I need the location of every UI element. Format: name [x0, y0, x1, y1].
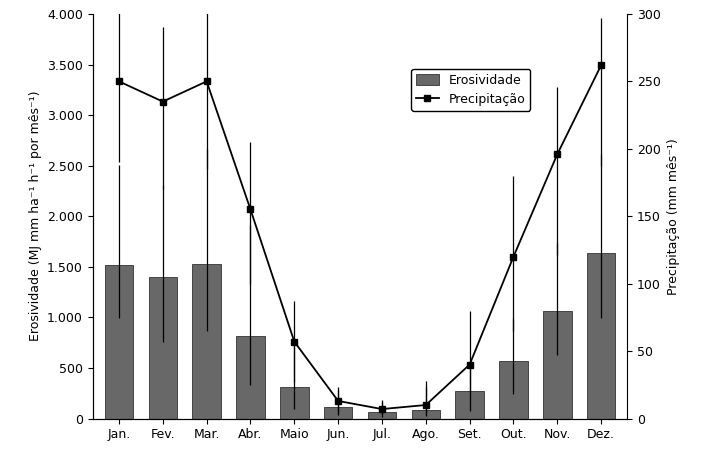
- Precipitação: [202, 79, 211, 84]
- Precipitação: [290, 339, 299, 345]
- Bar: [236, 336, 265, 418]
- Precipitação: [115, 79, 123, 84]
- Bar: [543, 311, 572, 418]
- Precipitação: [246, 206, 255, 212]
- Precipitação: [553, 152, 562, 157]
- Bar: [368, 412, 396, 418]
- Precipitação: [509, 254, 518, 259]
- Precipitação: [421, 402, 430, 408]
- Bar: [411, 411, 440, 419]
- Bar: [587, 252, 615, 418]
- Precipitação: [466, 362, 474, 367]
- Precipitação: [378, 406, 386, 412]
- Precipitação: [334, 398, 342, 404]
- Bar: [280, 387, 309, 418]
- Legend: Erosividade, Precipitação: Erosividade, Precipitação: [411, 69, 530, 111]
- Precipitação: [597, 62, 605, 68]
- Bar: [324, 407, 352, 418]
- Y-axis label: Erosividade (MJ mm ha⁻¹ h⁻¹ por mês⁻¹): Erosividade (MJ mm ha⁻¹ h⁻¹ por mês⁻¹): [29, 91, 41, 341]
- Bar: [499, 361, 528, 418]
- Bar: [456, 391, 484, 418]
- Bar: [148, 277, 177, 418]
- Bar: [193, 264, 221, 418]
- Y-axis label: Precipitação (mm mês⁻¹): Precipitação (mm mês⁻¹): [667, 138, 679, 295]
- Bar: [105, 265, 133, 418]
- Precipitação: [158, 99, 167, 105]
- Line: Precipitação: Precipitação: [116, 62, 604, 412]
